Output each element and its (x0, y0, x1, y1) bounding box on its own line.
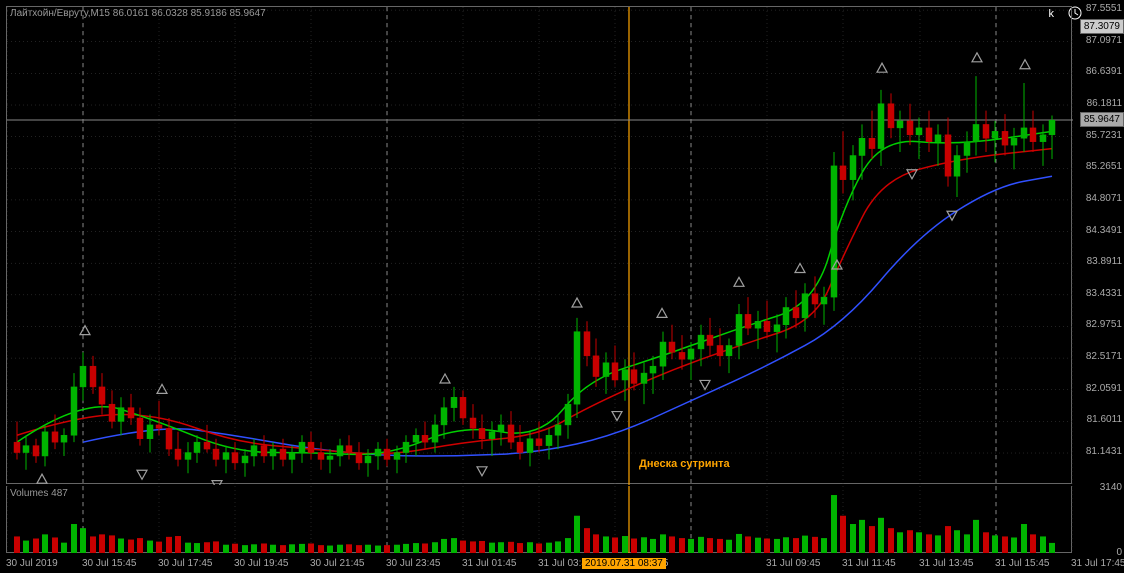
time-tick: 30 Jul 2019 (6, 558, 58, 569)
time-tick: 31 Jul 11:45 (842, 558, 896, 569)
time-badge: 2019.07.31 08:37 (582, 558, 666, 569)
volume-chart[interactable] (6, 486, 1072, 553)
time-tick: 30 Jul 19:45 (234, 558, 289, 569)
price-tick: 87.0971 (1086, 35, 1122, 46)
price-chart-svg (7, 7, 1073, 485)
time-tick: 31 Jul 17:45 (1071, 558, 1124, 569)
price-tick: 82.9751 (1086, 319, 1122, 330)
time-tick: 31 Jul 13:45 (919, 558, 974, 569)
price-tick: 86.1811 (1087, 98, 1122, 109)
price-badge-top: 87.3079 (1080, 19, 1124, 34)
price-tick: 85.2651 (1086, 161, 1122, 172)
chart-container: Лайтхойн/Евруту,M15 86.0161 86.0328 85.9… (0, 0, 1124, 573)
price-tick: 81.1431 (1086, 446, 1122, 457)
time-tick: 31 Jul 09:45 (766, 558, 821, 569)
price-tick: 84.3491 (1086, 225, 1122, 236)
price-chart[interactable] (6, 6, 1072, 484)
time-tick: 30 Jul 15:45 (82, 558, 137, 569)
volume-tick: 0 (1116, 547, 1122, 558)
volume-tick: 3140 (1100, 482, 1122, 493)
annotation-text: Днеска сутринта (639, 458, 730, 470)
price-tick: 86.6391 (1086, 66, 1122, 77)
price-tick: 82.5171 (1086, 351, 1122, 362)
time-tick: 30 Jul 17:45 (158, 558, 213, 569)
price-tick: 83.4331 (1086, 288, 1122, 299)
price-tick: 85.7231 (1086, 130, 1122, 141)
time-tick: 30 Jul 21:45 (310, 558, 365, 569)
price-tick: 82.0591 (1086, 383, 1122, 394)
volumes-label: Volumes 487 (10, 488, 68, 499)
chart-title: Лайтхойн/Евруту,M15 86.0161 86.0328 85.9… (10, 8, 266, 19)
price-tick: 81.6011 (1087, 414, 1122, 425)
price-tick: 84.8071 (1086, 193, 1122, 204)
time-tick: 31 Jul 01:45 (462, 558, 517, 569)
time-axis: 30 Jul 2019 30 Jul 15:45 30 Jul 17:45 30 Ju… (6, 553, 1072, 573)
time-tick: 31 Jul 15:45 (995, 558, 1050, 569)
price-axis: 87.5551 87.0971 86.6391 86.1811 85.7231 85.26… (1074, 6, 1124, 484)
volume-axis: 31400 (1074, 486, 1124, 553)
volume-chart-svg (7, 486, 1073, 553)
time-tick: 30 Jul 23:45 (386, 558, 441, 569)
price-badge-now: 85.9647 (1080, 112, 1124, 127)
price-tick: 87.5551 (1086, 3, 1122, 14)
price-tick: 83.8911 (1087, 256, 1122, 267)
